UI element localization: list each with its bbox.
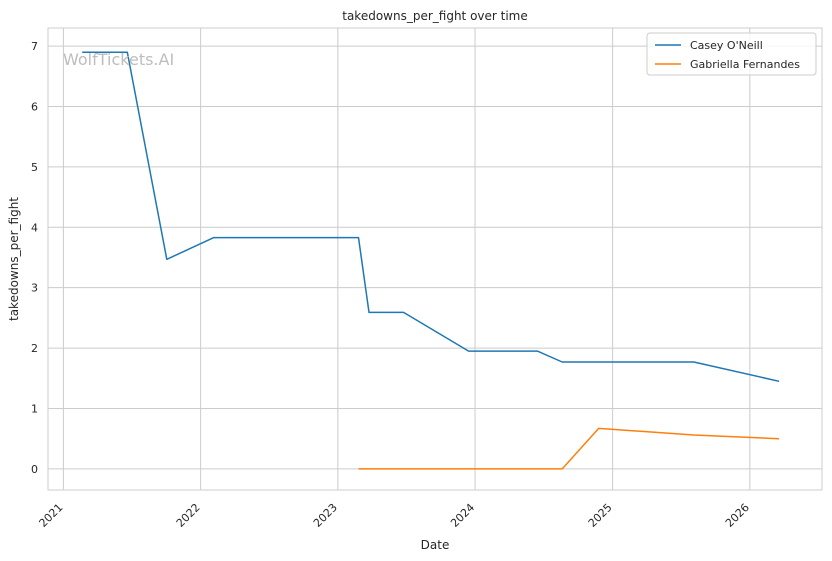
legend: Casey O'Neill Gabriella Fernandes — [646, 32, 817, 76]
y-tick-label: 0 — [31, 463, 38, 476]
y-tick-label: 3 — [31, 282, 38, 295]
legend-label-casey: Casey O'Neill — [690, 39, 763, 52]
y-tick-label: 2 — [31, 342, 38, 355]
series-line-casey-o-neill — [82, 51, 780, 383]
legend-box — [646, 32, 817, 76]
series-line-gabriella-fernandes — [358, 427, 780, 470]
x-tick-label: 2023 — [311, 501, 340, 530]
x-tick-label: 2025 — [586, 501, 615, 530]
x-axis-label: Date — [421, 538, 450, 552]
x-tick-label: 2026 — [723, 501, 752, 530]
x-axis-ticks: 2021 2022 2023 2024 2025 2026 — [37, 501, 752, 530]
y-tick-label: 1 — [31, 402, 38, 415]
legend-label-gabriella: Gabriella Fernandes — [690, 58, 800, 71]
y-axis-ticks: 0 1 2 3 4 5 6 7 — [31, 40, 38, 476]
watermark: WolfTickets.AI — [63, 50, 174, 69]
series-lines — [82, 51, 780, 470]
y-tick-label: 7 — [31, 40, 38, 53]
grid — [48, 28, 822, 490]
x-tick-label: 2024 — [448, 501, 477, 530]
y-tick-label: 5 — [31, 161, 38, 174]
x-tick-label: 2021 — [37, 501, 66, 530]
chart-title: takedowns_per_fight over time — [342, 9, 528, 23]
y-tick-label: 4 — [31, 221, 38, 234]
x-tick-label: 2022 — [174, 501, 203, 530]
plot-area — [47, 27, 823, 491]
y-axis-label: takedowns_per_fight — [7, 197, 21, 321]
y-tick-label: 6 — [31, 101, 38, 114]
